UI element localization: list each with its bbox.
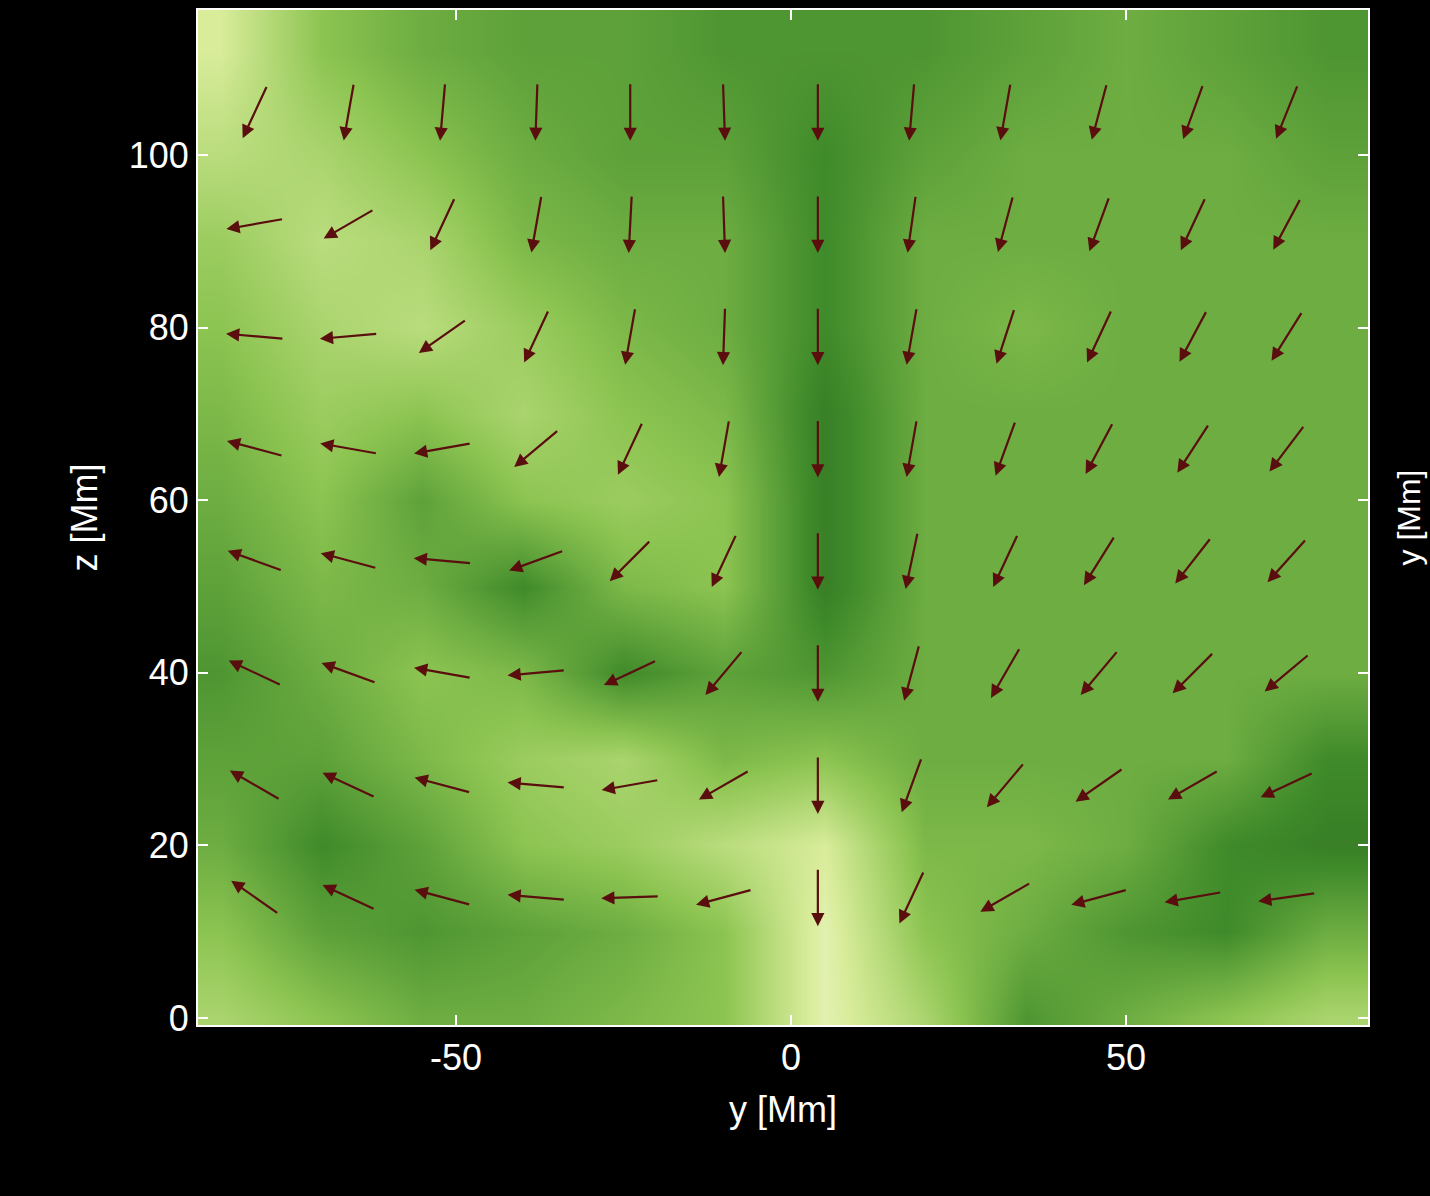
svg-text:50: 50 (1106, 1037, 1146, 1078)
svg-text:0: 0 (169, 998, 189, 1039)
svg-text:0: 0 (781, 1037, 801, 1078)
svg-text:y [Mm]: y [Mm] (729, 1089, 837, 1130)
svg-text:40: 40 (149, 652, 189, 693)
svg-text:y [Mm]: y [Mm] (1391, 470, 1427, 566)
svg-text:20: 20 (149, 825, 189, 866)
svg-text:z [Mm]: z [Mm] (64, 464, 105, 572)
svg-text:-50: -50 (430, 1037, 482, 1078)
svg-text:60: 60 (149, 480, 189, 521)
svg-text:80: 80 (149, 307, 189, 348)
svg-text:100: 100 (129, 135, 189, 176)
